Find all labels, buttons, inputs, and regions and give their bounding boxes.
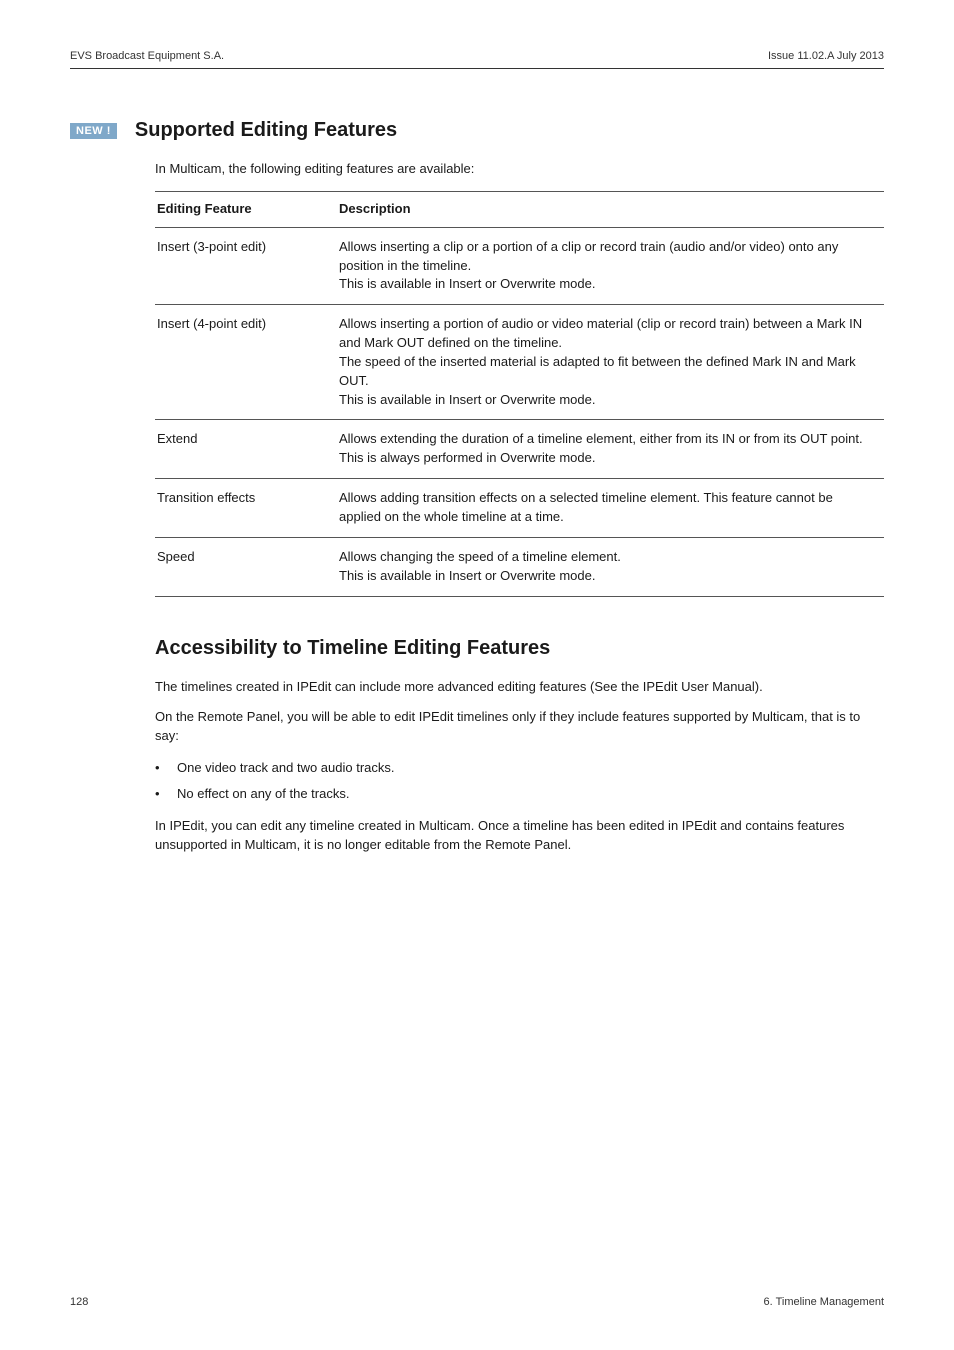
description-cell: Allows inserting a clip or a portion of … <box>337 227 884 305</box>
section-1-intro: In Multicam, the following editing featu… <box>155 160 884 179</box>
table-row: Transition effects Allows adding transit… <box>155 479 884 538</box>
table-header-row: Editing Feature Description <box>155 191 884 227</box>
page-header: EVS Broadcast Equipment S.A. Issue 11.02… <box>70 50 884 69</box>
footer-chapter: 6. Timeline Management <box>764 1296 884 1308</box>
description-cell: Allows adding transition effects on a se… <box>337 479 884 538</box>
table-header-feature: Editing Feature <box>155 191 337 227</box>
feature-cell: Insert (3-point edit) <box>155 227 337 305</box>
feature-cell: Extend <box>155 420 337 479</box>
section-2-p1: The timelines created in IPEdit can incl… <box>155 678 884 697</box>
desc-line: This is always performed in Overwrite mo… <box>339 450 595 465</box>
table-header-description: Description <box>337 191 884 227</box>
section-2-title: Accessibility to Timeline Editing Featur… <box>155 637 884 660</box>
desc-line: Allows adding transition effects on a se… <box>339 490 833 524</box>
section-2-p2: On the Remote Panel, you will be able to… <box>155 708 884 746</box>
table-row: Extend Allows extending the duration of … <box>155 420 884 479</box>
page-content: NEW ! Supported Editing Features In Mult… <box>155 119 884 855</box>
section-2-p3: In IPEdit, you can edit any timeline cre… <box>155 817 884 855</box>
section-1-title: Supported Editing Features <box>135 119 397 142</box>
list-item: • No effect on any of the tracks. <box>155 784 884 804</box>
feature-cell: Transition effects <box>155 479 337 538</box>
description-cell: Allows changing the speed of a timeline … <box>337 537 884 596</box>
bullet-icon: • <box>155 758 177 778</box>
desc-line: Allows changing the speed of a timeline … <box>339 549 621 564</box>
desc-line: Allows extending the duration of a timel… <box>339 431 863 446</box>
list-item-text: No effect on any of the tracks. <box>177 784 349 804</box>
feature-cell: Speed <box>155 537 337 596</box>
desc-line: This is available in Insert or Overwrite… <box>339 276 595 291</box>
desc-line: Allows inserting a clip or a portion of … <box>339 239 838 273</box>
description-cell: Allows inserting a portion of audio or v… <box>337 305 884 420</box>
table-row: Insert (3-point edit) Allows inserting a… <box>155 227 884 305</box>
section-2-list: • One video track and two audio tracks. … <box>155 758 884 803</box>
desc-line: This is available in Insert or Overwrite… <box>339 568 595 583</box>
page-root: EVS Broadcast Equipment S.A. Issue 11.02… <box>0 0 954 1350</box>
table-row: Speed Allows changing the speed of a tim… <box>155 537 884 596</box>
feature-cell: Insert (4-point edit) <box>155 305 337 420</box>
header-right: Issue 11.02.A July 2013 <box>768 50 884 62</box>
header-left: EVS Broadcast Equipment S.A. <box>70 50 224 62</box>
list-item: • One video track and two audio tracks. <box>155 758 884 778</box>
bullet-icon: • <box>155 784 177 804</box>
list-item-text: One video track and two audio tracks. <box>177 758 395 778</box>
table-row: Insert (4-point edit) Allows inserting a… <box>155 305 884 420</box>
new-badge: NEW ! <box>70 123 117 139</box>
desc-line: Allows inserting a portion of audio or v… <box>339 316 862 350</box>
description-cell: Allows extending the duration of a timel… <box>337 420 884 479</box>
desc-line: This is available in Insert or Overwrite… <box>339 392 595 407</box>
features-table: Editing Feature Description Insert (3-po… <box>155 191 884 597</box>
section-1-heading-row: NEW ! Supported Editing Features <box>70 119 884 142</box>
footer-page-number: 128 <box>70 1296 88 1308</box>
page-footer: 128 6. Timeline Management <box>70 1296 884 1308</box>
desc-line: The speed of the inserted material is ad… <box>339 354 856 388</box>
